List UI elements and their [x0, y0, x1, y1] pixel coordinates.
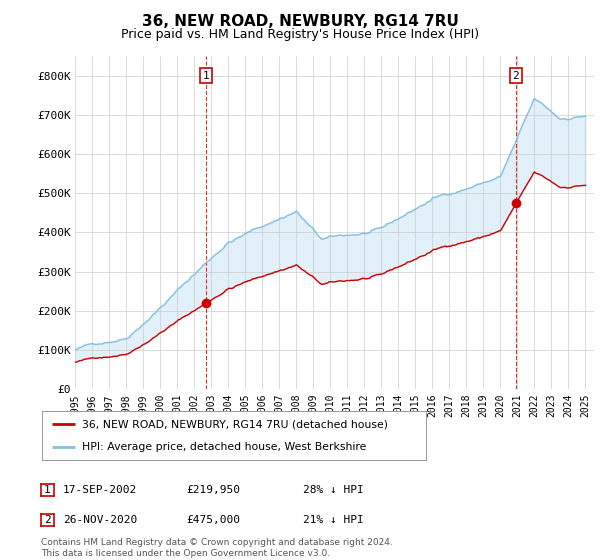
Text: 1: 1 — [44, 485, 51, 495]
Text: £219,950: £219,950 — [186, 485, 240, 495]
Text: 17-SEP-2002: 17-SEP-2002 — [63, 485, 137, 495]
Text: 36, NEW ROAD, NEWBURY, RG14 7RU: 36, NEW ROAD, NEWBURY, RG14 7RU — [142, 14, 458, 29]
Text: 1: 1 — [203, 71, 209, 81]
Text: £475,000: £475,000 — [186, 515, 240, 525]
Text: Contains HM Land Registry data © Crown copyright and database right 2024.
This d: Contains HM Land Registry data © Crown c… — [41, 538, 392, 558]
Text: Price paid vs. HM Land Registry's House Price Index (HPI): Price paid vs. HM Land Registry's House … — [121, 28, 479, 41]
Text: 36, NEW ROAD, NEWBURY, RG14 7RU (detached house): 36, NEW ROAD, NEWBURY, RG14 7RU (detache… — [82, 419, 388, 430]
Text: HPI: Average price, detached house, West Berkshire: HPI: Average price, detached house, West… — [82, 442, 367, 452]
Text: 2: 2 — [512, 71, 519, 81]
Text: 2: 2 — [44, 515, 51, 525]
Text: 26-NOV-2020: 26-NOV-2020 — [63, 515, 137, 525]
Text: 21% ↓ HPI: 21% ↓ HPI — [303, 515, 364, 525]
Text: 28% ↓ HPI: 28% ↓ HPI — [303, 485, 364, 495]
